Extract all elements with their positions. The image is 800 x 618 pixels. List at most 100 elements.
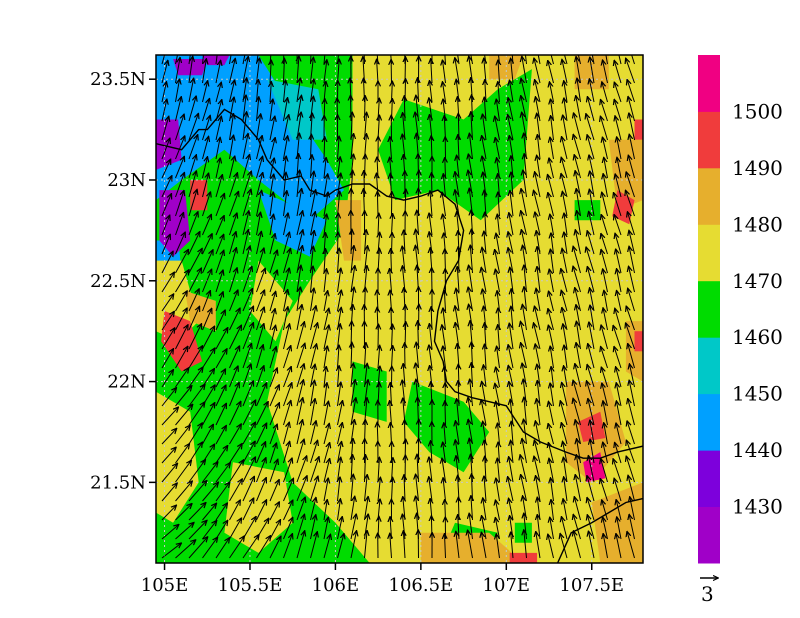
wind-vector-957	[629, 267, 635, 293]
wind-vector-921	[614, 100, 622, 122]
wind-vector-185	[242, 477, 254, 502]
wind-vector-11	[161, 252, 173, 274]
wind-vector-80	[188, 537, 208, 559]
wind-vector-100	[202, 403, 215, 426]
wind-vector-219	[270, 99, 273, 122]
wind-vector-64	[188, 232, 200, 255]
wind-vector-48	[175, 444, 190, 464]
wind-vector-251	[283, 191, 287, 217]
wind-vector-60	[188, 155, 196, 179]
wind-vector-928	[615, 234, 622, 255]
wind-vector-343	[323, 402, 328, 426]
wind-vector-901	[601, 234, 608, 255]
wind-vector-318	[310, 441, 318, 464]
wind-vector-166	[242, 112, 247, 141]
wind-vector-894	[601, 100, 608, 122]
wind-vector-811	[562, 60, 568, 84]
wind-vector-160	[229, 518, 242, 540]
wind-vector-70	[188, 346, 202, 369]
wind-vector-795	[549, 269, 554, 293]
wind-vector-471	[390, 269, 392, 293]
wind-vector-261	[283, 383, 292, 407]
wind-vector-59	[188, 135, 198, 160]
colorbar-label-7: 1500	[732, 99, 783, 123]
wind-vector-685	[496, 234, 500, 255]
wind-vector-866	[589, 79, 595, 103]
wind-vector-130	[215, 463, 230, 483]
wind-vector-827	[564, 366, 568, 388]
wind-vector-891	[605, 55, 608, 65]
wind-vector-687	[495, 270, 500, 293]
wind-vector-226	[269, 234, 275, 255]
wind-vector-792	[550, 215, 554, 236]
wind-vector-744	[521, 322, 527, 350]
wind-vector-193	[256, 114, 261, 141]
wind-vector-860	[575, 475, 581, 502]
wind-vector-116	[215, 194, 224, 217]
wind-vector-692	[496, 367, 500, 388]
wind-vector-157	[229, 460, 244, 483]
wind-vector-170	[242, 190, 251, 217]
wind-vector-304	[310, 172, 314, 198]
wind-vector-939	[615, 443, 622, 464]
wind-vector-7	[161, 176, 172, 198]
wind-vector-822	[561, 269, 568, 293]
wind-vector-159	[229, 500, 241, 521]
colorbar-swatch-4	[698, 280, 720, 338]
wind-vector-118	[215, 235, 224, 255]
wind-vector-375	[338, 499, 341, 521]
wind-vector-154	[229, 402, 241, 426]
wind-vector-232	[269, 347, 276, 369]
wind-vector-143	[229, 192, 239, 217]
wind-vector-829	[560, 401, 568, 426]
wind-vector-211	[256, 458, 266, 483]
wind-vector-69	[188, 324, 201, 350]
wind-vector-938	[616, 423, 622, 445]
wind-vector-125	[215, 369, 225, 388]
wind-vector-381	[351, 96, 352, 122]
wind-vector-875	[586, 247, 595, 274]
wind-vector-200	[256, 248, 264, 274]
colorbar-swatch-2	[698, 393, 720, 451]
wind-vector-19	[161, 407, 178, 426]
wind-vector-15	[161, 328, 175, 350]
contour-region-13	[378, 69, 532, 221]
wind-vector-646	[469, 514, 473, 540]
wind-vector-162	[242, 55, 246, 65]
wind-vector-173	[242, 246, 250, 274]
wind-vector-26	[161, 543, 181, 559]
colorbar-label-0: 1430	[732, 495, 783, 519]
wind-vector-920	[614, 83, 622, 103]
wind-vector-907	[601, 347, 608, 369]
wind-vector-169	[242, 171, 251, 198]
wind-vector-117	[215, 216, 224, 236]
wind-vector-5	[161, 139, 170, 160]
wind-vector-255	[283, 268, 290, 293]
wind-vector-934	[614, 347, 622, 369]
wind-vector-68	[188, 307, 199, 331]
wind-vector-171	[242, 211, 249, 236]
wind-vector-673	[482, 516, 487, 540]
wind-vector-408	[365, 96, 366, 122]
colorbar-label-4: 1470	[732, 269, 783, 293]
wind-vector-676	[498, 60, 500, 84]
wind-vector-943	[617, 517, 622, 540]
wind-vector-756	[537, 55, 541, 65]
wind-vector-85	[202, 116, 211, 141]
wind-vector-49	[175, 461, 192, 483]
wind-vector-279	[296, 211, 303, 236]
wind-vector-235	[269, 403, 279, 426]
wind-vector-783	[550, 55, 554, 65]
wind-vector-288	[296, 380, 303, 407]
wind-vector-246	[283, 98, 288, 122]
wind-vector-962	[630, 364, 635, 388]
wind-vector-369	[337, 383, 341, 407]
x-tick-label-1: 105.5E	[218, 575, 283, 596]
wind-vector-809	[548, 535, 554, 559]
wind-vector-1	[161, 61, 168, 84]
wind-vector-887	[587, 476, 595, 502]
wind-vector-958	[628, 289, 635, 312]
wind-vector-212	[256, 478, 267, 502]
wind-vector-198	[256, 213, 261, 236]
wind-vector-203	[256, 307, 265, 331]
